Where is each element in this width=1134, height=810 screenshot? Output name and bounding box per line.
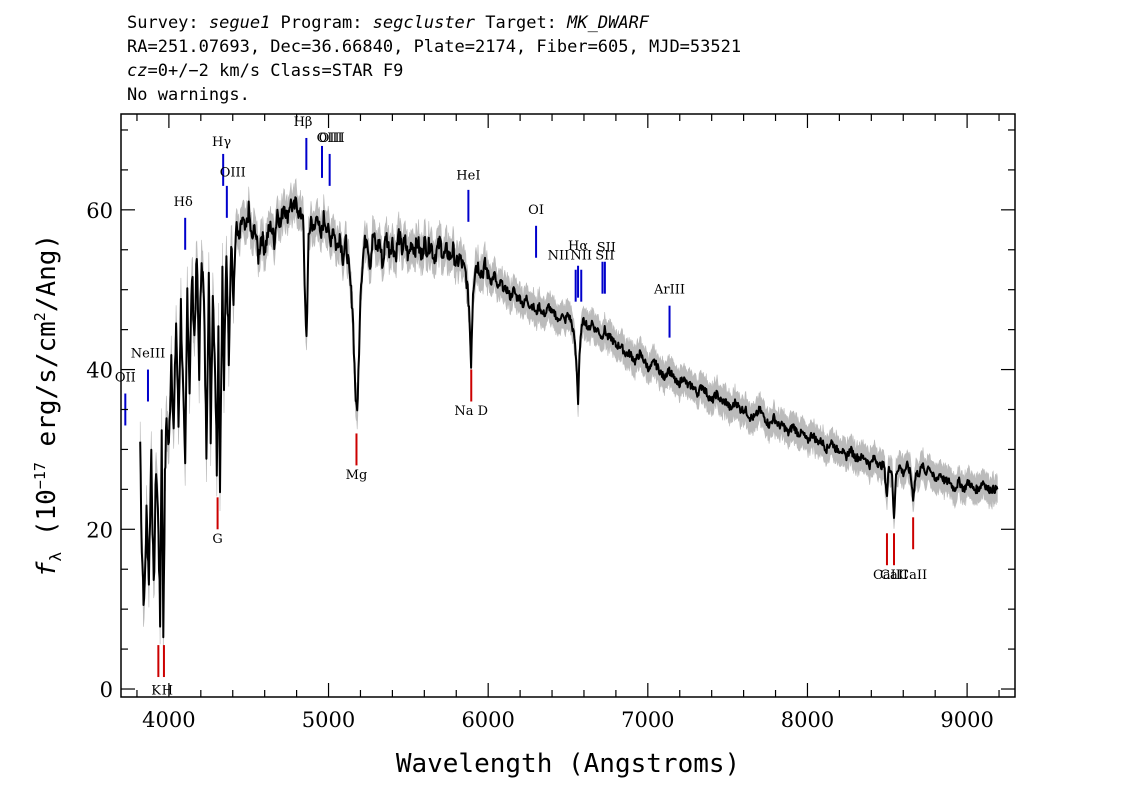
- emission-label-9: OI: [528, 203, 544, 218]
- emission-label-13: SII: [597, 240, 616, 255]
- x-axis-label: Wavelength (Angstroms): [396, 749, 740, 779]
- target-value: MK_DWARF: [567, 13, 650, 33]
- y-label-b: erg/s/cm: [32, 321, 62, 462]
- emission-label-12: NII: [570, 248, 592, 263]
- flux-series: [139, 196, 999, 639]
- x-tick-label-2: 6000: [461, 708, 514, 732]
- y-tick-label-1: 20: [86, 518, 113, 542]
- emission-label-4: OIII: [220, 165, 246, 180]
- cz-label: cz: [127, 61, 148, 81]
- absorption-label-2: G: [212, 532, 222, 547]
- program-value: segcluster: [372, 13, 476, 33]
- cz-value: =0+/−2 km/s Class=STAR F9: [147, 61, 404, 81]
- emission-label-3: Hγ: [212, 135, 231, 150]
- y-label-exp2: 2: [31, 312, 49, 321]
- absorption-label-4: Na D: [454, 404, 488, 419]
- target-label: Target:: [475, 13, 568, 33]
- header-line-1: Survey: segue1 Program: segcluster Targe…: [127, 12, 649, 34]
- y-label-exp: −17: [31, 462, 49, 489]
- emission-label-11: Hα: [568, 239, 588, 254]
- y-axis-label: fλ (10−17 erg/s/cm2/Ang): [31, 234, 65, 577]
- emission-label-15: ArIII: [653, 283, 685, 298]
- absorption-label-6: CaII: [880, 568, 908, 583]
- x-tick-label-0: 4000: [142, 708, 195, 732]
- y-label-f: f: [32, 561, 62, 577]
- y-label-c: /Ang): [32, 234, 62, 312]
- header-line-3: cz=0+/−2 km/s Class=STAR F9: [127, 60, 403, 82]
- survey-label: Survey:: [127, 13, 209, 33]
- x-tick-label-5: 9000: [940, 708, 993, 732]
- plot-frame: [120, 113, 1016, 698]
- y-tick-label-3: 60: [86, 199, 113, 223]
- plot-axes: 4000 5000 6000 7000 8000 9000 0 20 40 60: [86, 113, 1016, 732]
- absorption-label-1: H: [162, 684, 173, 699]
- y-label-sub: λ: [46, 551, 65, 561]
- x-tick-label-3: 7000: [621, 708, 674, 732]
- header-line-2: RA=251.07693, Dec=36.66840, Plate=2174, …: [127, 37, 742, 57]
- x-tick-label-1: 5000: [302, 708, 355, 732]
- emission-label-2: Hδ: [174, 195, 193, 210]
- flux-line: [139, 196, 999, 639]
- y-label-a: (10: [32, 489, 62, 552]
- emission-label-8: HeI: [456, 168, 480, 183]
- emission-label-5: Hβ: [294, 115, 313, 130]
- absorption-label-0: K: [151, 684, 161, 699]
- spectral-line-markers: OIINeIIIHδHγOIIIHβOIIIOIIIHeIOINIIHαNIIS…: [115, 115, 927, 699]
- emission-label-6: OIII: [319, 131, 345, 146]
- emission-label-14: SII: [595, 248, 614, 263]
- emission-label-0: OII: [115, 371, 136, 386]
- x-tick-label-4: 8000: [781, 708, 834, 732]
- y-tick-label-2: 40: [86, 359, 113, 383]
- emission-label-7: OIII: [317, 131, 343, 146]
- absorption-label-7: CaII: [899, 568, 927, 583]
- program-label: Program:: [270, 13, 373, 33]
- emission-label-1: NeIII: [131, 347, 165, 362]
- absorption-label-5: CaII: [873, 568, 901, 583]
- absorption-label-3: Mg: [346, 468, 368, 483]
- survey-value: segue1: [208, 13, 271, 33]
- y-tick-label-0: 0: [100, 678, 113, 702]
- emission-label-10: NII: [548, 248, 570, 263]
- header-line-4: No warnings.: [127, 85, 250, 105]
